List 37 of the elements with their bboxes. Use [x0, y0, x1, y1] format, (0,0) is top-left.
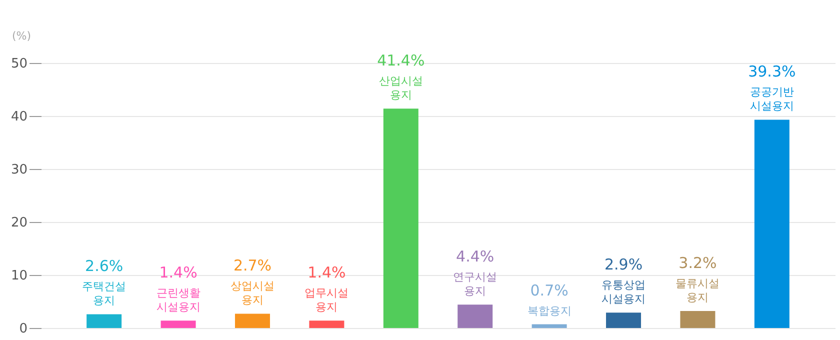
x-tick-label: 물류시설 용지	[676, 277, 720, 304]
x-tick-label: 주택건설 용지	[82, 280, 126, 308]
bar	[532, 324, 567, 328]
x-tick-label: 공공기반 시설용지	[750, 86, 794, 113]
bar	[754, 120, 790, 328]
y-tick-label: 10	[10, 268, 28, 284]
x-tick-label: 유통상업 시설용지	[602, 278, 646, 306]
bar	[458, 304, 493, 328]
y-tick-label: 40	[10, 110, 28, 124]
data-label: 39.3%	[748, 62, 796, 81]
data-label: 2.7%	[233, 256, 272, 275]
data-label: 0.7%	[530, 281, 568, 300]
y-tick-label: 30	[10, 162, 28, 178]
bar	[160, 320, 196, 328]
x-tick-label: 근린생활 시설용지	[156, 286, 200, 314]
x-tick-label: 업무시설 용지	[304, 286, 349, 314]
bar	[86, 314, 122, 328]
x-tick-label: 연구시설 용지	[453, 270, 498, 298]
bar	[309, 320, 344, 328]
bar	[606, 312, 642, 328]
y-tick-label: 0	[19, 322, 28, 336]
x-tick-label: 산업시설 용지	[378, 74, 423, 102]
data-label: 4.4%	[456, 248, 494, 266]
y-tick-label: 50	[10, 56, 28, 72]
x-tick-label: 복합용지	[527, 304, 572, 318]
x-tick-label: 상업시설 용지	[230, 280, 274, 307]
data-label: 1.4%	[308, 264, 346, 282]
data-label: 1.4%	[159, 264, 198, 282]
bar	[680, 311, 716, 328]
bar	[234, 314, 270, 328]
data-label: 41.4%	[377, 52, 425, 70]
y-axis-title: (%)	[12, 30, 32, 42]
y-tick-label: 20	[10, 216, 28, 230]
bar	[383, 108, 418, 328]
data-label: 2.6%	[85, 257, 124, 276]
data-label: 2.9%	[604, 256, 643, 274]
data-label: 3.2%	[678, 254, 717, 272]
